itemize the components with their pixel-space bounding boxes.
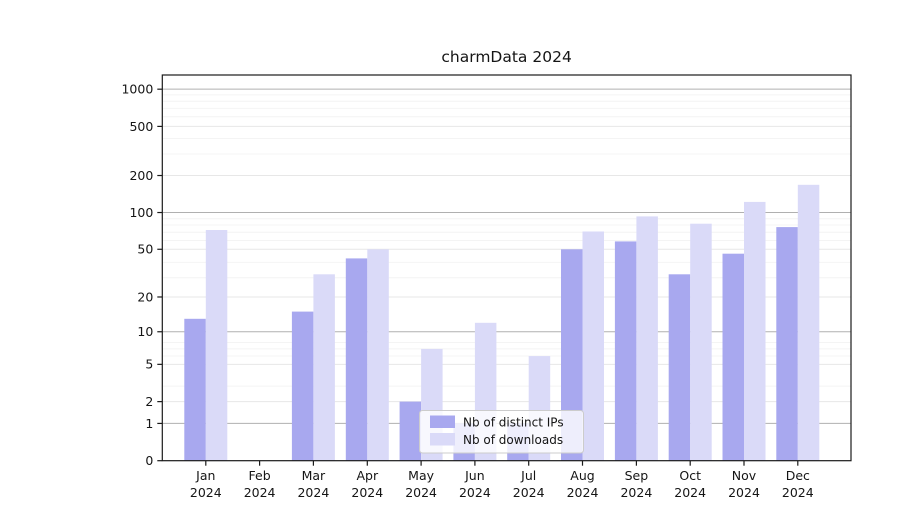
x-tick-label-year: 2024 (782, 485, 814, 500)
bar-nb-of-downloads-apr (367, 249, 389, 461)
x-tick-label-month: Dec (786, 468, 810, 483)
x-axis: Jan 2024 Feb 2024 Mar 2024 Apr 2024 May 2024 Jun 20… (190, 460, 814, 500)
bar-nb-of-distinct-ips-jan (184, 318, 206, 461)
x-tick-label-year: 2024 (567, 485, 599, 500)
bar-nb-of-downloads-jan (205, 230, 228, 461)
x-tick-label-month: Mar (302, 468, 326, 483)
x-tick-label-year: 2024 (351, 485, 383, 500)
x-tick-label-year: 2024 (190, 485, 222, 500)
y-tick-label: 10 (137, 324, 153, 339)
x-tick-label-month: Jun (464, 468, 485, 483)
bar-nb-of-distinct-ips-aug (561, 249, 583, 461)
x-tick-label-month: Aug (570, 468, 594, 483)
y-tick-label: 2 (145, 394, 153, 409)
x-tick-label-month: Jan (195, 468, 215, 483)
y-tick-label: 500 (129, 119, 153, 134)
bar-nb-of-distinct-ips-apr (345, 258, 368, 461)
x-tick-label-month: May (408, 468, 434, 483)
x-tick-label-year: 2024 (620, 485, 652, 500)
y-tick-label: 1000 (121, 82, 153, 97)
y-tick-label: 0 (145, 453, 153, 468)
x-tick-label-month: Apr (356, 468, 378, 483)
y-tick-label: 5 (145, 357, 153, 372)
bar-nb-of-distinct-ips-oct (668, 274, 691, 461)
legend-label: Nb of distinct IPs (463, 415, 564, 429)
bar-nb-of-distinct-ips-dec (776, 227, 798, 461)
legend: Nb of distinct IPs Nb of downloads (419, 410, 584, 454)
bar-nb-of-downloads-oct (690, 223, 712, 461)
legend-swatch-nb-of-downloads (430, 433, 455, 446)
y-tick-label: 200 (129, 168, 153, 183)
x-tick-label-month: Nov (732, 468, 757, 483)
bar-nb-of-distinct-ips-may (399, 401, 422, 461)
y-tick-label: 100 (129, 205, 153, 220)
bar-nb-of-downloads-mar (313, 274, 335, 461)
bar-nb-of-downloads-sep (636, 216, 658, 461)
legend-label: Nb of downloads (463, 433, 563, 447)
y-axis: 0 1 2 5 10 20 50 100 200 500 1000 (121, 82, 163, 468)
y-tick-label: 50 (137, 242, 153, 257)
x-tick-label-year: 2024 (513, 485, 545, 500)
y-tick-label: 20 (137, 289, 153, 304)
gridlines (162, 88, 851, 424)
bar-nb-of-downloads-dec (797, 184, 820, 461)
x-tick-label-year: 2024 (459, 485, 491, 500)
x-tick-label-month: Jul (520, 468, 536, 483)
x-tick-label-year: 2024 (405, 485, 437, 500)
x-tick-label-month: Oct (679, 468, 701, 483)
x-tick-label-year: 2024 (244, 485, 276, 500)
bars (184, 184, 820, 461)
bar-nb-of-downloads-aug (582, 231, 604, 461)
x-tick-label-year: 2024 (728, 485, 760, 500)
plot-frame (161, 74, 852, 462)
bar-chart-figure: Nb of distinct IPs Nb of downloads 0 1 2 5 10 2… (40, 16, 900, 516)
legend-swatch-nb-of-distinct-ips (430, 415, 455, 428)
chart-svg: Nb of distinct IPs Nb of downloads 0 1 2 5 10 2… (40, 16, 900, 516)
x-tick-label-year: 2024 (674, 485, 706, 500)
x-tick-label-year: 2024 (297, 485, 329, 500)
bar-nb-of-distinct-ips-sep (614, 241, 637, 461)
x-tick-label-month: Sep (625, 468, 649, 483)
bar-nb-of-distinct-ips-nov (722, 253, 744, 461)
bar-nb-of-distinct-ips-mar (291, 311, 314, 461)
legend-box (419, 410, 584, 454)
y-tick-label: 1 (145, 416, 153, 431)
x-tick-label-month: Feb (249, 468, 271, 483)
chart-title: charmData 2024 (441, 48, 571, 66)
bar-nb-of-downloads-nov (744, 201, 766, 461)
